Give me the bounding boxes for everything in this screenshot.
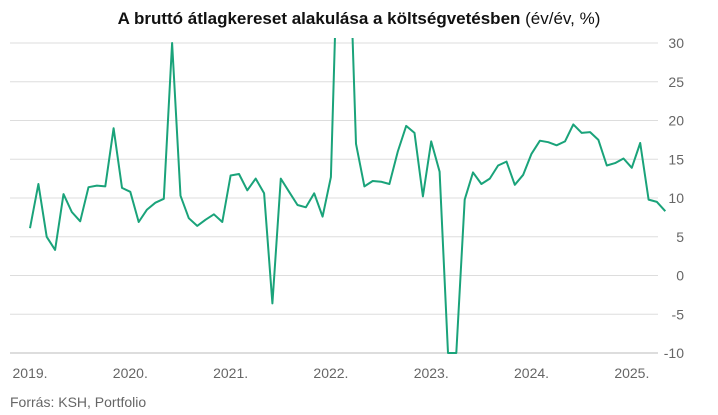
x-tick-label: 2021. [213,365,248,381]
y-tick-label: 0 [676,268,684,284]
series-line [29,38,667,354]
chart-title-unit: (év/év, %) [525,9,601,28]
y-tick-label: -5 [672,306,685,322]
x-tick-label: 2024. [514,365,549,381]
y-tick-label: -10 [664,345,684,361]
y-tick-label: 30 [668,35,684,51]
y-axis-ticks: 30 25 20 15 10 5 0 -5 -10 [664,35,684,361]
x-axis-ticks: 2019. 2020. 2021. 2022. 2023. 2024. 2025. [13,365,650,381]
source-note: Forrás: KSH, Portfolio [10,394,147,410]
y-tick-label: 5 [676,229,684,245]
y-tick-label: 20 [668,113,684,129]
y-tick-label: 25 [668,74,684,90]
x-tick-label: 2020. [113,365,148,381]
x-tick-label: 2019. [13,365,48,381]
x-tick-label: 2022. [313,365,348,381]
x-tick-label: 2025. [614,365,649,381]
chart-title-main: A bruttó átlagkereset alakulása a költsé… [117,9,521,28]
y-tick-label: 10 [668,190,684,206]
chart-title: A bruttó átlagkereset alakulása a költsé… [0,9,718,29]
grid-lines [10,42,658,354]
x-tick-label: 2023. [414,365,449,381]
y-tick-label: 15 [668,151,684,167]
plot-area [29,38,667,354]
